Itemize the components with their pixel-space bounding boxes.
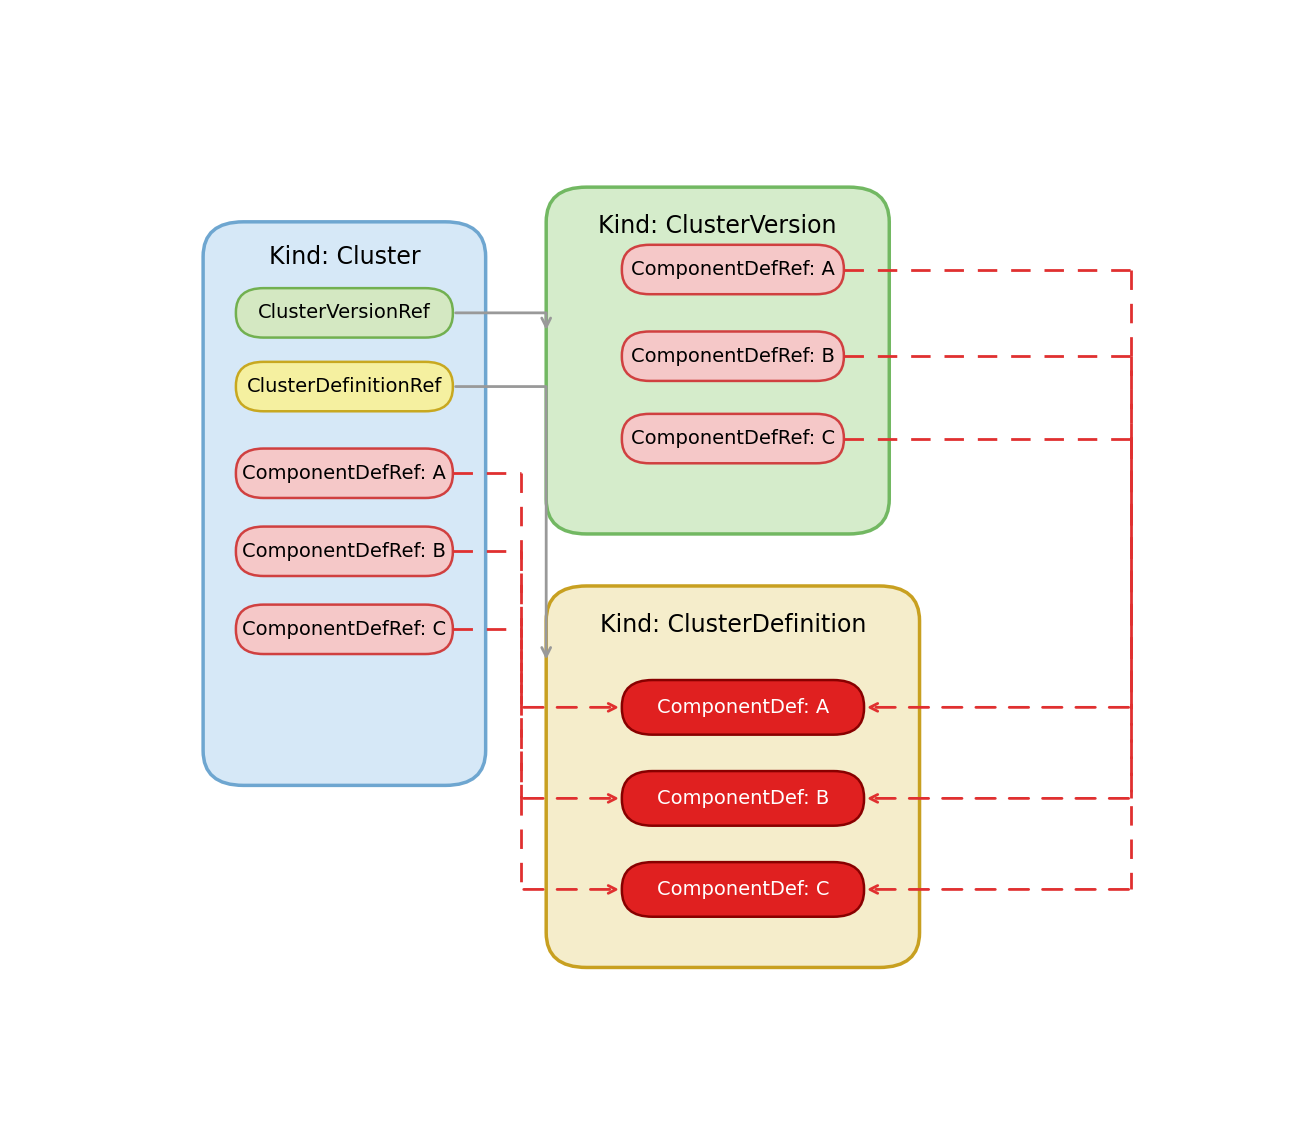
Text: ClusterDefinitionRef: ClusterDefinitionRef xyxy=(246,377,443,396)
Text: ComponentDefRef: C: ComponentDefRef: C xyxy=(242,619,447,638)
Text: Kind: Cluster: Kind: Cluster xyxy=(268,244,421,268)
FancyBboxPatch shape xyxy=(547,187,889,534)
FancyBboxPatch shape xyxy=(622,863,865,917)
FancyBboxPatch shape xyxy=(236,448,453,498)
Text: ComponentDef: A: ComponentDef: A xyxy=(656,698,829,717)
FancyBboxPatch shape xyxy=(622,771,865,825)
FancyBboxPatch shape xyxy=(203,222,486,786)
FancyBboxPatch shape xyxy=(622,331,844,381)
Text: ComponentDef: B: ComponentDef: B xyxy=(656,789,829,807)
Text: ComponentDefRef: A: ComponentDefRef: A xyxy=(242,464,447,483)
Text: Kind: ClusterDefinition: Kind: ClusterDefinition xyxy=(600,613,866,637)
Text: Kind: ClusterVersion: Kind: ClusterVersion xyxy=(599,214,837,239)
FancyBboxPatch shape xyxy=(622,414,844,463)
FancyBboxPatch shape xyxy=(622,244,844,294)
FancyBboxPatch shape xyxy=(622,680,865,734)
Text: ComponentDefRef: B: ComponentDefRef: B xyxy=(242,542,447,561)
Text: ComponentDefRef: B: ComponentDefRef: B xyxy=(631,347,835,366)
FancyBboxPatch shape xyxy=(547,586,919,967)
FancyBboxPatch shape xyxy=(236,361,453,411)
Text: ComponentDefRef: C: ComponentDefRef: C xyxy=(630,429,835,448)
Text: ClusterVersionRef: ClusterVersionRef xyxy=(258,303,431,322)
FancyBboxPatch shape xyxy=(236,288,453,338)
Text: ComponentDef: C: ComponentDef: C xyxy=(656,879,829,899)
FancyBboxPatch shape xyxy=(236,527,453,577)
Text: ComponentDefRef: A: ComponentDefRef: A xyxy=(631,260,835,279)
FancyBboxPatch shape xyxy=(236,605,453,654)
